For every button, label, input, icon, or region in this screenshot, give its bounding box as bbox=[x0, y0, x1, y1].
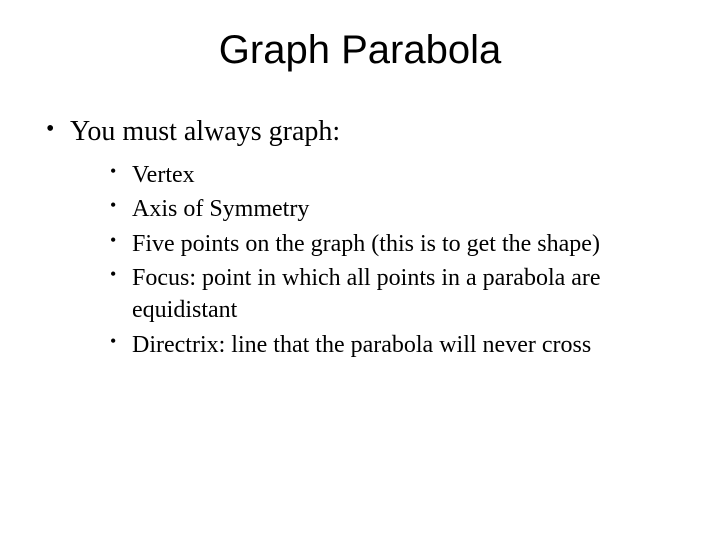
inner-bullet-text: Directrix: line that the parabola will n… bbox=[132, 332, 591, 358]
inner-bullet-text: Five points on the graph (this is to get… bbox=[132, 231, 600, 257]
inner-bullet-text: Axis of Symmetry bbox=[132, 196, 309, 222]
inner-bullet-list: Vertex Axis of Symmetry Five points on t… bbox=[70, 159, 690, 361]
inner-bullet-item: Focus: point in which all points in a pa… bbox=[108, 262, 690, 327]
inner-bullet-item: Vertex bbox=[108, 159, 690, 191]
inner-bullet-text: Focus: point in which all points in a pa… bbox=[132, 265, 601, 323]
inner-bullet-item: Five points on the graph (this is to get… bbox=[108, 228, 690, 260]
inner-bullet-text: Vertex bbox=[132, 162, 195, 188]
slide-title: Graph Parabola bbox=[30, 28, 690, 73]
outer-bullet-item: You must always graph: Vertex Axis of Sy… bbox=[42, 113, 690, 361]
slide: Graph Parabola You must always graph: Ve… bbox=[0, 0, 720, 540]
inner-bullet-item: Directrix: line that the parabola will n… bbox=[108, 329, 690, 361]
inner-bullet-item: Axis of Symmetry bbox=[108, 193, 690, 225]
outer-bullet-text: You must always graph: bbox=[70, 116, 340, 147]
outer-bullet-list: You must always graph: Vertex Axis of Sy… bbox=[30, 113, 690, 361]
